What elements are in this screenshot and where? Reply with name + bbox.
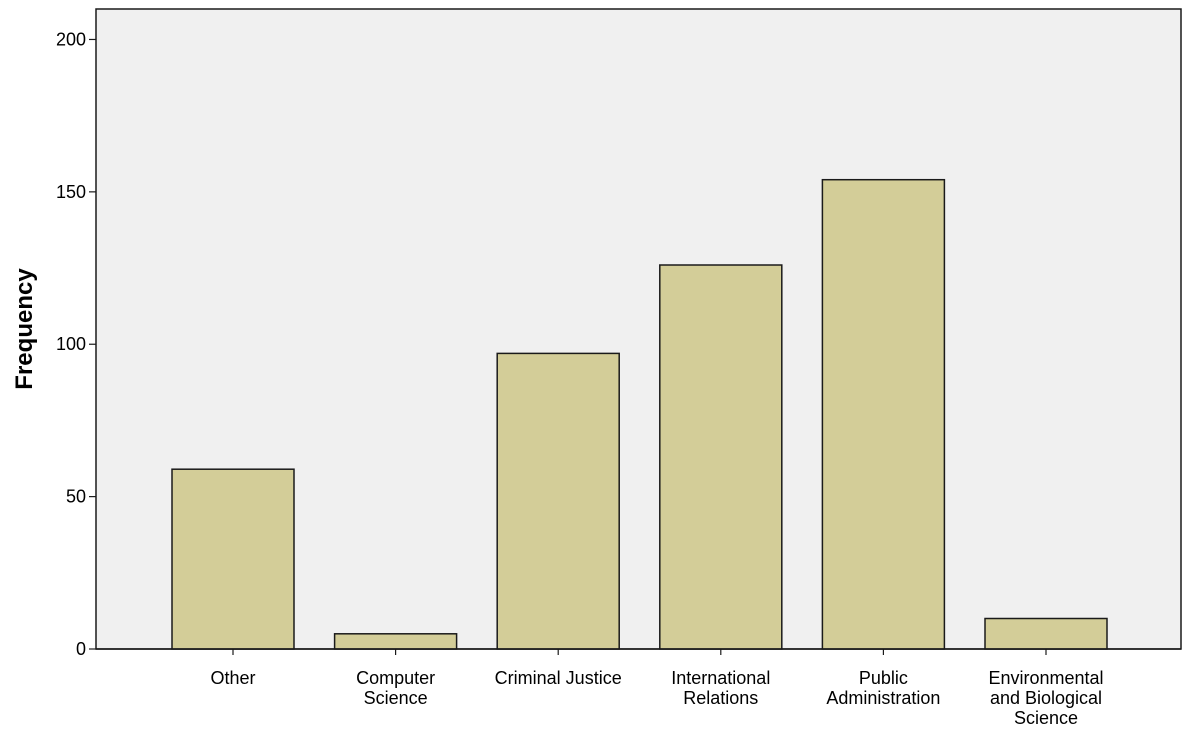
x-tick-label: International Relations [671,668,770,708]
x-tick-label: Environmental and Biological Science [988,668,1103,728]
bar [333,633,458,650]
bar [821,178,946,650]
x-tick-label: Criminal Justice [495,668,622,688]
y-axis: 0 50 100 150 200 [56,29,96,659]
bar [496,352,620,650]
y-tick-label: 150 [56,182,86,202]
bar [984,617,1108,650]
x-axis: Other Computer Science Criminal Justice Inte… [96,648,1181,728]
x-tick-label: Public Administration [826,668,940,708]
bar [659,264,783,650]
bars-group [171,178,1108,650]
y-tick-label: 50 [66,487,86,507]
y-axis-label: Frequency [11,268,38,390]
y-tick-label: 100 [56,334,86,354]
y-tick-label: 0 [76,639,86,659]
bar [171,468,295,650]
x-tick-label: Other [210,668,255,688]
x-tick-label: Computer Science [356,668,435,708]
y-tick-label: 200 [56,29,86,49]
